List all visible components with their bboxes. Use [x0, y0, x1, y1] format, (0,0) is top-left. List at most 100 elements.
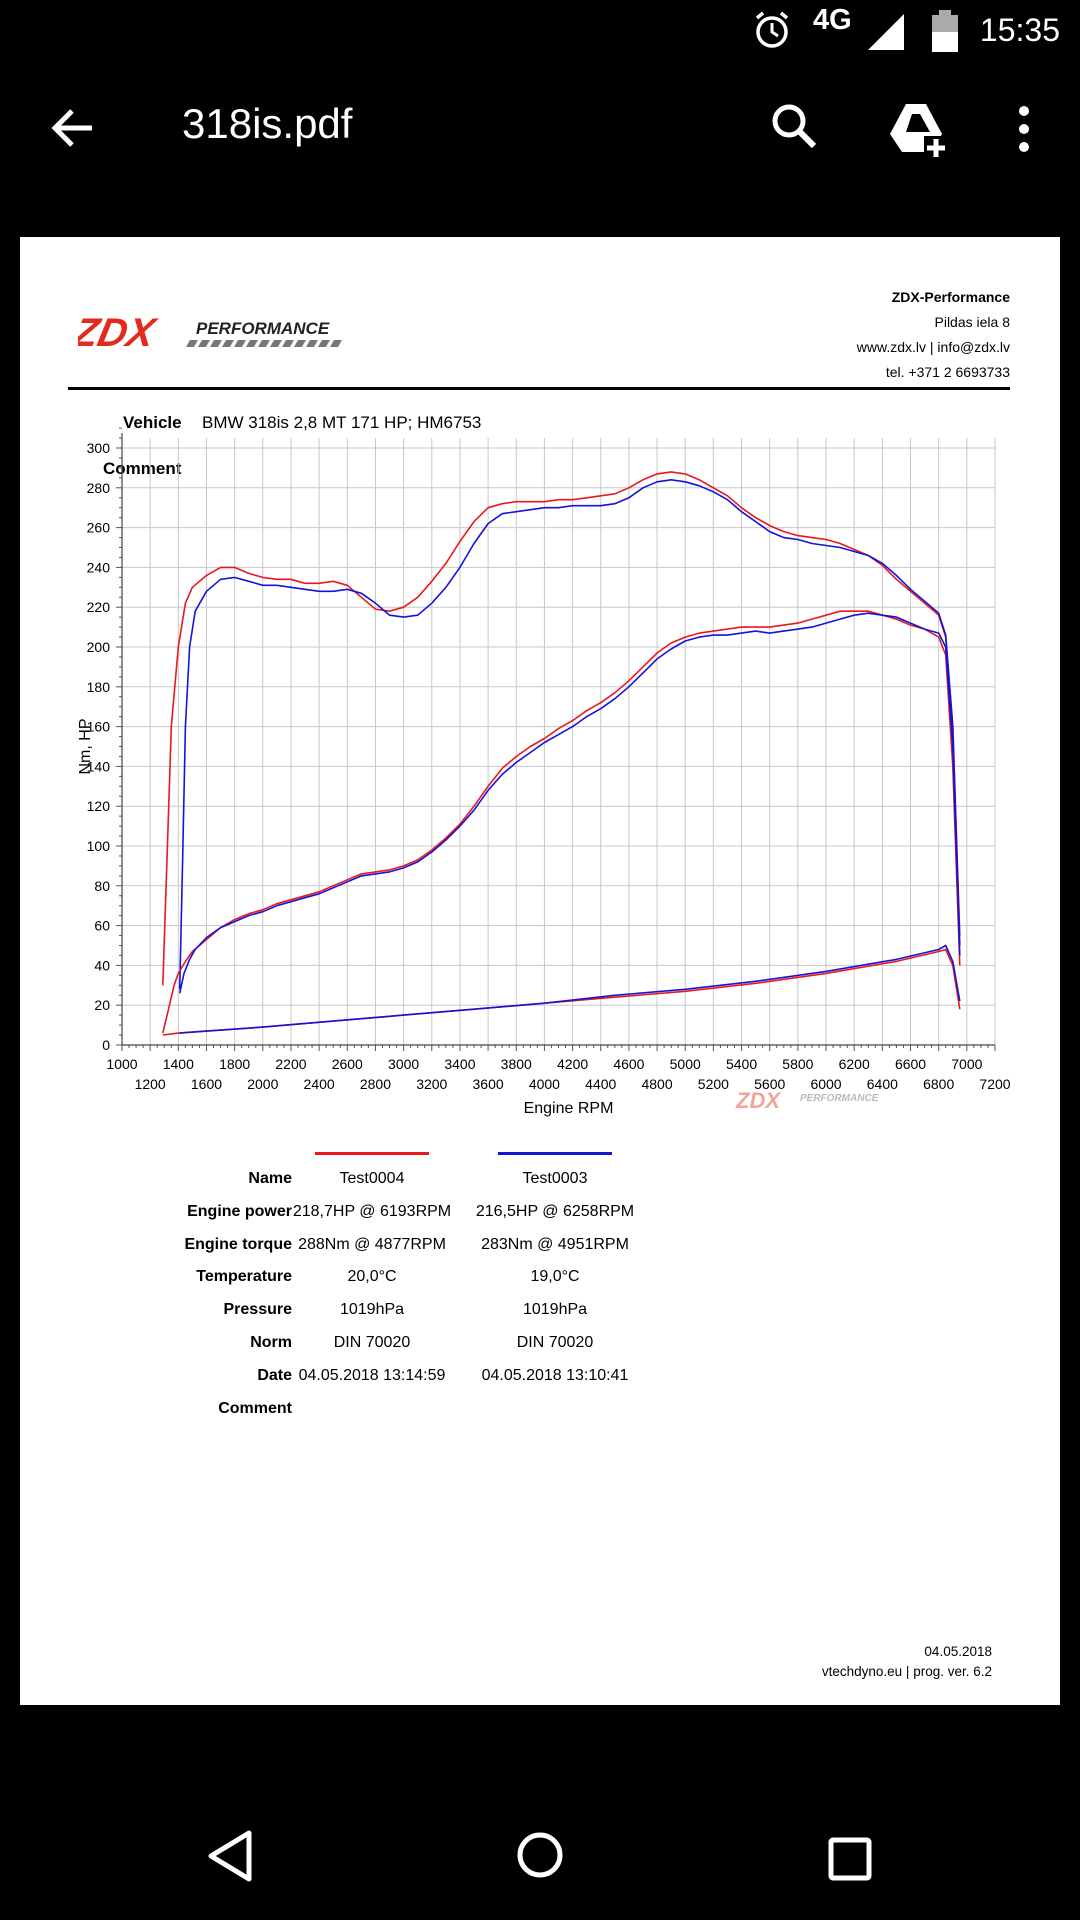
label-comment: Comment	[218, 1400, 292, 1417]
x-tick-label: 4400	[585, 1076, 616, 1092]
company-web: www.zdx.lv | info@zdx.lv	[856, 339, 1010, 355]
clock: 15:35	[979, 12, 1060, 48]
x-tick-label: 5000	[670, 1056, 701, 1072]
series-test0004-torque	[162, 471, 961, 986]
label-date: Date	[257, 1367, 292, 1384]
company-name: ZDX-Performance	[891, 289, 1010, 305]
vehicle-value: BMW 318is 2,8 MT 171 HP; HM6753	[202, 413, 482, 432]
nav-back-icon	[208, 1830, 252, 1882]
test0003-norm: DIN 70020	[516, 1334, 594, 1351]
vehicle-label: Vehicle	[123, 413, 182, 432]
series-test0004-power	[162, 610, 961, 1034]
nav-recent-button[interactable]	[828, 1837, 872, 1886]
y-tick-label: 20	[94, 997, 110, 1013]
comment-label: Comment	[103, 459, 182, 478]
nav-home-icon	[517, 1832, 563, 1878]
y-tick-label: 160	[87, 719, 111, 735]
drive-add-icon	[890, 104, 948, 160]
y-tick-label: 140	[87, 758, 111, 774]
app-bar: 318is.pdf	[0, 60, 1080, 236]
chart-ticks: 0 20 40 60 80 100 120 140 160 180 200 220 240 260 280 3…	[87, 427, 1011, 1092]
x-tick-label: 1000	[106, 1056, 137, 1072]
test0004-date: 04.05.2018 13:14:59	[298, 1367, 446, 1384]
dyno-chart: 0 20 40 60 80 100 120 140 160 180 200 220 240 260 280 3…	[77, 427, 1011, 1117]
more-vert-icon	[1019, 106, 1029, 152]
label-temperature: Temperature	[196, 1268, 292, 1285]
x-tick-label: 3000	[388, 1056, 419, 1072]
label-pressure: Pressure	[223, 1301, 293, 1318]
y-tick-label: 200	[87, 639, 111, 655]
document-title: 318is.pdf	[182, 100, 353, 147]
back-button[interactable]	[44, 98, 104, 158]
footer-date: 04.05.2018	[924, 1644, 992, 1659]
test0003-date: 04.05.2018 13:10:41	[481, 1367, 629, 1384]
series-test0003-power	[178, 612, 961, 994]
x-tick-label: 7200	[979, 1076, 1010, 1092]
x-tick-label: 1400	[163, 1056, 194, 1072]
legend-line-test0004	[315, 1152, 429, 1155]
y-tick-label: 40	[94, 957, 110, 973]
x-tick-label: 2400	[304, 1076, 335, 1092]
x-tick-label: 6200	[839, 1056, 870, 1072]
nav-home-button[interactable]	[516, 1831, 564, 1884]
y-tick-label: 180	[87, 679, 111, 695]
test0003-temperature: 19,0°C	[530, 1268, 580, 1285]
y-tick-label: 0	[102, 1037, 110, 1053]
network-type: 4G	[813, 4, 852, 36]
series-test0004-loss	[162, 948, 961, 1036]
search-icon	[772, 104, 817, 149]
x-tick-label: 4600	[613, 1056, 644, 1072]
back-arrow-icon	[51, 109, 92, 147]
y-tick-label: 300	[87, 440, 111, 456]
y-tick-label: 100	[87, 838, 111, 854]
company-info: ZDX-Performance Pildas iela 8 www.zdx.lv…	[857, 285, 1010, 385]
label-torque: Engine torque	[184, 1236, 292, 1253]
test0004-power: 218,7HP @ 6193RPM	[292, 1203, 452, 1220]
y-tick-label: 260	[87, 520, 111, 536]
alarm-icon	[752, 10, 792, 55]
y-tick-label: 80	[94, 878, 110, 894]
more-options-button[interactable]	[1004, 96, 1044, 162]
test0003-torque: 283Nm @ 4951RPM	[481, 1236, 629, 1253]
x-tick-label: 2000	[247, 1076, 278, 1092]
x-tick-label: 3600	[473, 1076, 504, 1092]
label-power: Engine power	[187, 1203, 292, 1220]
add-to-drive-button[interactable]	[884, 96, 950, 162]
test0003-pressure: 1019hPa	[522, 1301, 588, 1318]
zdx-logo: ZDX PERFORMANCE	[68, 309, 368, 359]
label-name: Name	[248, 1170, 292, 1187]
legend-line-test0003	[498, 1152, 612, 1155]
x-tick-label: 4800	[641, 1076, 672, 1092]
x-axis-label: Engine RPM	[524, 1100, 614, 1117]
company-address: Pildas iela 8	[934, 314, 1011, 330]
y-tick-label: 220	[87, 599, 111, 615]
x-tick-label: 2800	[360, 1076, 391, 1092]
x-tick-label: 5400	[726, 1056, 757, 1072]
svg-text:PERFORMANCE: PERFORMANCE	[800, 1093, 879, 1104]
page-footer: 04.05.2018 vtechdyno.eu | prog. ver. 6.2	[822, 1642, 992, 1682]
test0004-pressure: 1019hPa	[339, 1301, 405, 1318]
x-tick-label: 1800	[219, 1056, 250, 1072]
test0003-name: Test0003	[522, 1170, 588, 1187]
footer-program: vtechdyno.eu | prog. ver. 6.2	[821, 1664, 992, 1679]
x-tick-label: 6000	[810, 1076, 841, 1092]
y-tick-label: 120	[87, 798, 111, 814]
series-test0003-loss	[179, 944, 961, 1034]
x-tick-label: 5800	[782, 1056, 813, 1072]
search-button[interactable]	[764, 96, 824, 156]
x-tick-label: 4200	[557, 1056, 588, 1072]
x-tick-label: 5200	[698, 1076, 729, 1092]
pdf-page[interactable]: ZDX PERFORMANCE ZDX-Performance Pildas i…	[20, 237, 1060, 1705]
x-tick-label: 4000	[529, 1076, 560, 1092]
label-norm: Norm	[250, 1334, 292, 1351]
battery-icon	[930, 10, 960, 57]
header-rule	[68, 387, 1010, 390]
y-tick-label: 280	[87, 480, 111, 496]
svg-text:ZDX: ZDX	[78, 314, 161, 354]
nav-back-button[interactable]	[205, 1829, 255, 1888]
y-tick-label: 60	[94, 918, 110, 934]
y-axis-label: Nm, HP	[77, 719, 94, 775]
svg-text:PERFORMANCE: PERFORMANCE	[196, 319, 330, 338]
x-tick-label: 2600	[332, 1056, 363, 1072]
chart-series	[162, 471, 961, 1036]
